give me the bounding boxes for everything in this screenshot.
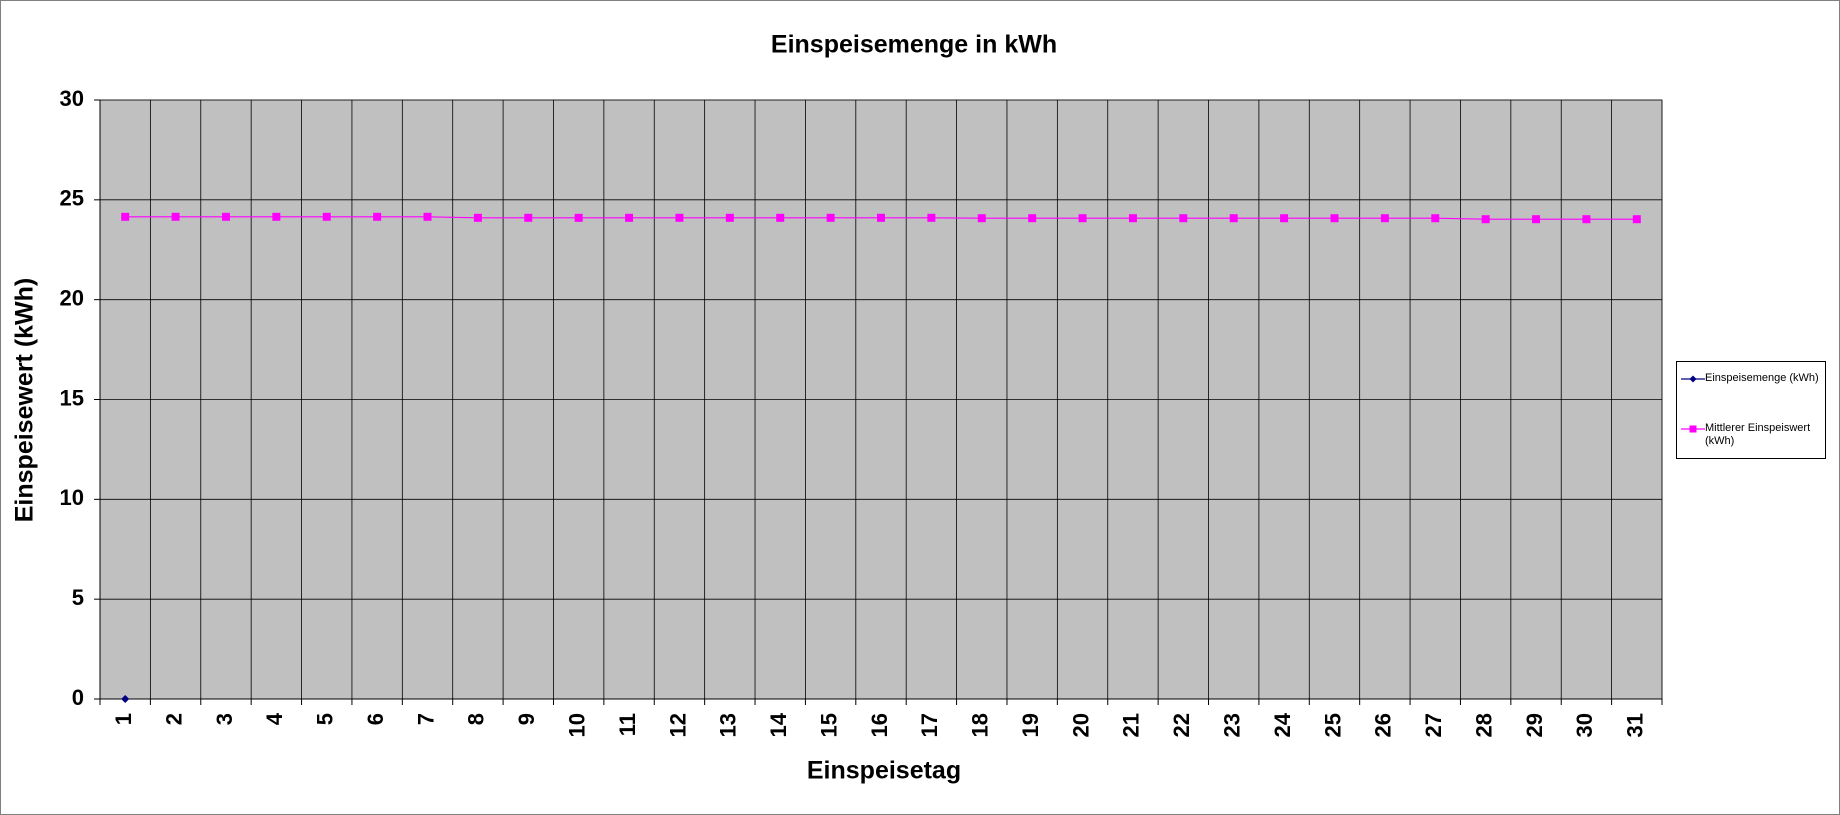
x-tick-label: 3 xyxy=(212,713,237,725)
x-tick-label: 11 xyxy=(615,713,640,736)
marker xyxy=(171,212,180,221)
x-tick-label: 28 xyxy=(1471,713,1496,737)
x-tick-label: 1 xyxy=(111,713,136,725)
x-tick-label: 20 xyxy=(1068,713,1093,737)
marker xyxy=(1481,215,1490,224)
legend-entry: Mittlerer Einspeiswert (kWh) xyxy=(1681,422,1823,448)
y-tick-label: 25 xyxy=(60,186,84,211)
marker xyxy=(1582,215,1591,224)
y-tick-label: 5 xyxy=(72,585,84,610)
x-tick-label: 23 xyxy=(1220,713,1245,737)
marker xyxy=(1028,214,1037,223)
x-tick-label: 31 xyxy=(1623,713,1648,737)
y-tick-label: 30 xyxy=(60,86,84,111)
x-tick-label: 9 xyxy=(514,713,539,725)
legend: Einspeisemenge (kWh) Mittlerer Einspeiswe… xyxy=(1676,361,1826,459)
marker xyxy=(826,213,835,222)
legend-label: Mittlerer Einspeiswert (kWh) xyxy=(1705,422,1811,447)
x-tick-label: 13 xyxy=(716,713,741,737)
x-tick-label: 5 xyxy=(313,713,338,725)
x-tick-label: 15 xyxy=(816,713,841,737)
marker xyxy=(675,213,684,222)
marker xyxy=(373,212,382,221)
x-tick-label: 27 xyxy=(1421,713,1446,737)
marker xyxy=(1632,215,1641,224)
marker xyxy=(524,213,533,222)
marker xyxy=(1280,214,1289,223)
x-tick-label: 7 xyxy=(413,713,438,725)
y-tick-label: 0 xyxy=(72,685,84,710)
marker xyxy=(322,212,331,221)
marker xyxy=(1229,214,1238,223)
marker xyxy=(1330,214,1339,223)
marker xyxy=(977,214,986,223)
x-tick-label: 26 xyxy=(1371,713,1396,737)
y-tick-label: 20 xyxy=(60,285,84,310)
marker xyxy=(927,213,936,222)
marker xyxy=(1128,214,1137,223)
legend-swatch xyxy=(1681,425,1705,433)
legend-label: Einspeisemenge (kWh) xyxy=(1705,372,1819,384)
marker xyxy=(625,213,634,222)
chart-title: Einspeisemenge in kWh xyxy=(771,31,1057,59)
y-tick-label: 10 xyxy=(60,485,84,510)
x-tick-label: 24 xyxy=(1270,712,1295,737)
x-tick-label: 8 xyxy=(464,713,489,725)
x-tick-label: 14 xyxy=(766,712,791,737)
x-tick-label: 2 xyxy=(161,713,186,725)
x-axis-title: Einspeisetag xyxy=(807,757,961,785)
x-tick-label: 4 xyxy=(262,712,287,725)
marker xyxy=(877,213,885,222)
x-tick-label: 16 xyxy=(867,713,892,737)
x-tick-label: 18 xyxy=(968,713,993,737)
marker xyxy=(121,212,130,221)
x-tick-label: 19 xyxy=(1018,713,1043,737)
marker xyxy=(423,212,432,221)
legend-entry: Einspeisemenge (kWh) xyxy=(1681,372,1823,386)
marker xyxy=(1078,214,1087,223)
legend-swatch xyxy=(1681,375,1705,383)
x-tick-label: 21 xyxy=(1119,713,1144,737)
x-tick-label: 25 xyxy=(1320,713,1345,737)
y-axis-title: Einspeisewert (kWh) xyxy=(11,278,39,523)
marker xyxy=(1689,425,1697,433)
x-tick-label: 12 xyxy=(665,713,690,737)
x-tick-label: 30 xyxy=(1572,713,1597,737)
marker xyxy=(1689,375,1697,383)
marker xyxy=(272,212,281,221)
marker xyxy=(121,695,130,703)
marker xyxy=(1380,214,1389,223)
x-tick-label: 29 xyxy=(1522,713,1547,737)
marker xyxy=(776,213,785,222)
y-tick-label: 15 xyxy=(60,385,84,410)
marker xyxy=(574,213,583,222)
x-tick-label: 22 xyxy=(1169,713,1194,737)
x-tick-label: 6 xyxy=(363,713,388,725)
marker xyxy=(221,212,230,221)
marker xyxy=(473,213,482,222)
marker xyxy=(1431,214,1440,223)
marker xyxy=(1179,214,1188,223)
x-tick-label: 10 xyxy=(564,713,589,737)
x-tick-label: 17 xyxy=(917,713,942,737)
marker xyxy=(725,213,734,222)
marker xyxy=(1532,215,1541,224)
